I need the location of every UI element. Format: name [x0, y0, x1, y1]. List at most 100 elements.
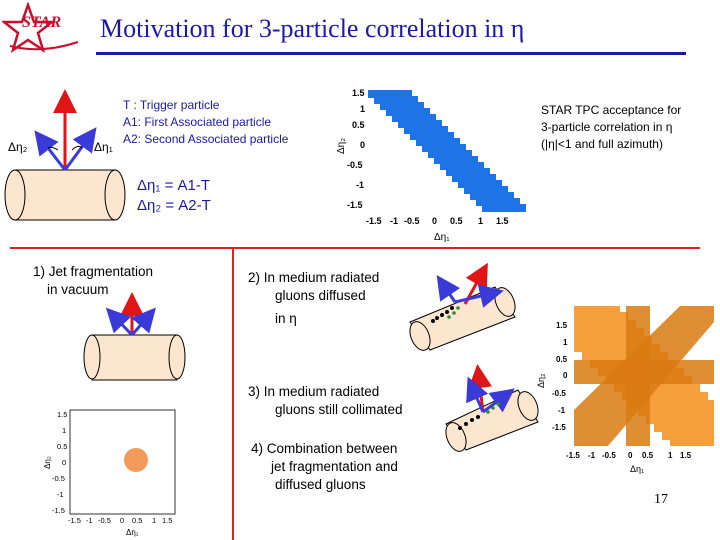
svg-text:1.5: 1.5 — [680, 451, 692, 460]
acceptance-note-3: (|η|<1 and full azimuth) — [541, 137, 663, 151]
logo-text: STAR — [22, 14, 62, 31]
page-number: 17 — [654, 492, 668, 507]
assoc2-arrow — [34, 130, 67, 171]
deta1-definition: Δη₁ = A1-T — [137, 177, 211, 194]
svg-text:-1.5: -1.5 — [68, 516, 81, 525]
case2-assoc1-arrow — [454, 284, 504, 308]
acc-ytick-1.5: 1.5 — [352, 88, 365, 98]
svg-text:0: 0 — [120, 516, 124, 525]
particle-diagram — [4, 89, 126, 221]
svg-text:0.5: 0.5 — [556, 355, 568, 364]
acc-ytick-0: 0 — [360, 140, 365, 150]
angle-arc-2 — [47, 146, 59, 151]
svg-text:-1.5: -1.5 — [52, 506, 65, 515]
acc-xtick--1: -1 — [390, 216, 398, 226]
svg-text:0: 0 — [62, 458, 66, 467]
case3-green-dots — [486, 402, 500, 414]
case3-gluon-dots — [458, 415, 480, 430]
logo-swoosh — [9, 41, 79, 51]
svg-text:-1: -1 — [558, 406, 566, 415]
title-underline — [96, 52, 686, 55]
case1-ylabel: Δη₂ — [43, 456, 52, 469]
svg-text:-0.5: -0.5 — [98, 516, 111, 525]
case2-line3: in η — [275, 311, 297, 326]
angle-arc-1 — [71, 145, 83, 151]
acc-ytick-1: 1 — [360, 104, 365, 114]
case2-diagram — [409, 262, 516, 351]
combination-plot: 1.510.50 -0.5-1-1.5 -1.5 -1 -0.5 0 0.5 1 1.5 … — [536, 306, 714, 474]
case1-y-ticks: 1.5 1 0.5 0 -0.5 -1 -1.5 — [52, 410, 67, 515]
acceptance-note-1: STAR TPC acceptance for — [541, 103, 682, 117]
svg-text:1.5: 1.5 — [162, 516, 172, 525]
combination-xlabel: Δη₁ — [630, 464, 644, 474]
acceptance-x-ticks: -1.5 -1 -0.5 0 0.5 1 1.5 — [366, 216, 509, 226]
legend-a2: A2: Second Associated particle — [123, 132, 289, 146]
acc-xlabel: Δη₁ — [434, 232, 450, 243]
svg-text:1: 1 — [563, 338, 568, 347]
case2-line2: gluons diffused — [275, 288, 366, 303]
star-logo-icon — [2, 2, 56, 53]
svg-text:-1: -1 — [57, 490, 64, 499]
case3-assoc1-arrow — [482, 388, 515, 414]
acc-ytick--0.5: -0.5 — [347, 160, 363, 170]
svg-text:-1: -1 — [86, 516, 93, 525]
svg-text:0: 0 — [628, 451, 633, 460]
case1-plot: 1.510.50 -0.5-1-1.5 -1.5 -1 -0.5 0 0.5 1 1.5 … — [43, 409, 176, 537]
acc-xtick-0: 0 — [432, 216, 437, 226]
horizontal-divider — [10, 247, 700, 249]
star-logo — [2, 2, 79, 53]
combination-x-ticks: -1.5 -1 -0.5 0 0.5 1 1.5 — [566, 451, 692, 460]
case3-cylinder — [445, 389, 539, 452]
combination-pad-upper-left — [574, 306, 620, 352]
case2-title: 2) In medium radiated — [248, 270, 380, 285]
svg-text:1: 1 — [62, 426, 66, 435]
acc-ytick--1: -1 — [356, 180, 364, 190]
case1-diagram — [83, 292, 186, 381]
slide-title: Motivation for 3-particle correlation in… — [100, 14, 525, 43]
case2-green-dots — [447, 306, 460, 319]
acceptance-y-ticks: 1.5 1 0.5 0 -0.5 -1 -1.5 — [347, 88, 365, 210]
case2-cylinder — [409, 286, 516, 351]
acc-xtick--0.5: -0.5 — [404, 216, 420, 226]
case1-x-ticks: -1.5 -1 -0.5 0 0.5 1 1.5 — [68, 516, 172, 525]
deta2-label: Δη₂ — [8, 140, 28, 154]
acceptance-band — [368, 90, 526, 212]
case4-title: 4) Combination between — [251, 441, 398, 456]
svg-text:-1.5: -1.5 — [552, 423, 566, 432]
svg-text:0.5: 0.5 — [57, 442, 67, 451]
case3-title: 3) In medium radiated — [248, 384, 380, 399]
assoc1-arrow — [63, 127, 97, 171]
case3-diagram — [445, 364, 539, 452]
case1-cylinder — [83, 334, 186, 381]
svg-text:-1.5: -1.5 — [566, 451, 580, 460]
band-diagonal — [574, 306, 714, 446]
case3-line2: gluons still collimated — [275, 402, 403, 417]
case3-assoc2-arrow — [466, 376, 489, 413]
legend-trigger: T : Trigger particle — [123, 98, 220, 112]
case1-title: 1) Jet fragmentation — [33, 264, 154, 279]
deta2-definition: Δη₂ = A2-T — [137, 197, 211, 214]
acc-ytick--1.5: -1.5 — [347, 200, 363, 210]
acc-ylabel: Δη₂ — [336, 138, 347, 154]
acc-xtick-0.5: 0.5 — [450, 216, 463, 226]
acceptance-note-2: 3-particle correlation in η — [541, 120, 673, 134]
acceptance-plot: 1.5 1 0.5 0 -0.5 -1 -1.5 -1.5 -1 -0.5 0 … — [336, 88, 526, 243]
svg-text:1: 1 — [668, 451, 673, 460]
svg-text:0: 0 — [563, 371, 568, 380]
acc-xtick-1.5: 1.5 — [496, 216, 509, 226]
svg-text:0.5: 0.5 — [642, 451, 654, 460]
case1-assoc2-arrow — [105, 307, 134, 337]
svg-text:1.5: 1.5 — [556, 321, 568, 330]
svg-text:-0.5: -0.5 — [52, 474, 65, 483]
case2-assoc2-arrow — [436, 275, 461, 303]
svg-text:1: 1 — [152, 516, 156, 525]
svg-text:-0.5: -0.5 — [552, 389, 566, 398]
acc-ytick-0.5: 0.5 — [352, 120, 365, 130]
acc-xtick-1: 1 — [478, 216, 483, 226]
svg-text:-0.5: -0.5 — [602, 451, 616, 460]
case1-assoc1-arrow — [130, 307, 156, 336]
legend-a1: A1: First Associated particle — [123, 115, 272, 129]
case4-line3: diffused gluons — [275, 477, 366, 492]
svg-text:0.5: 0.5 — [132, 516, 142, 525]
case1-xlabel: Δη₁ — [126, 528, 139, 537]
